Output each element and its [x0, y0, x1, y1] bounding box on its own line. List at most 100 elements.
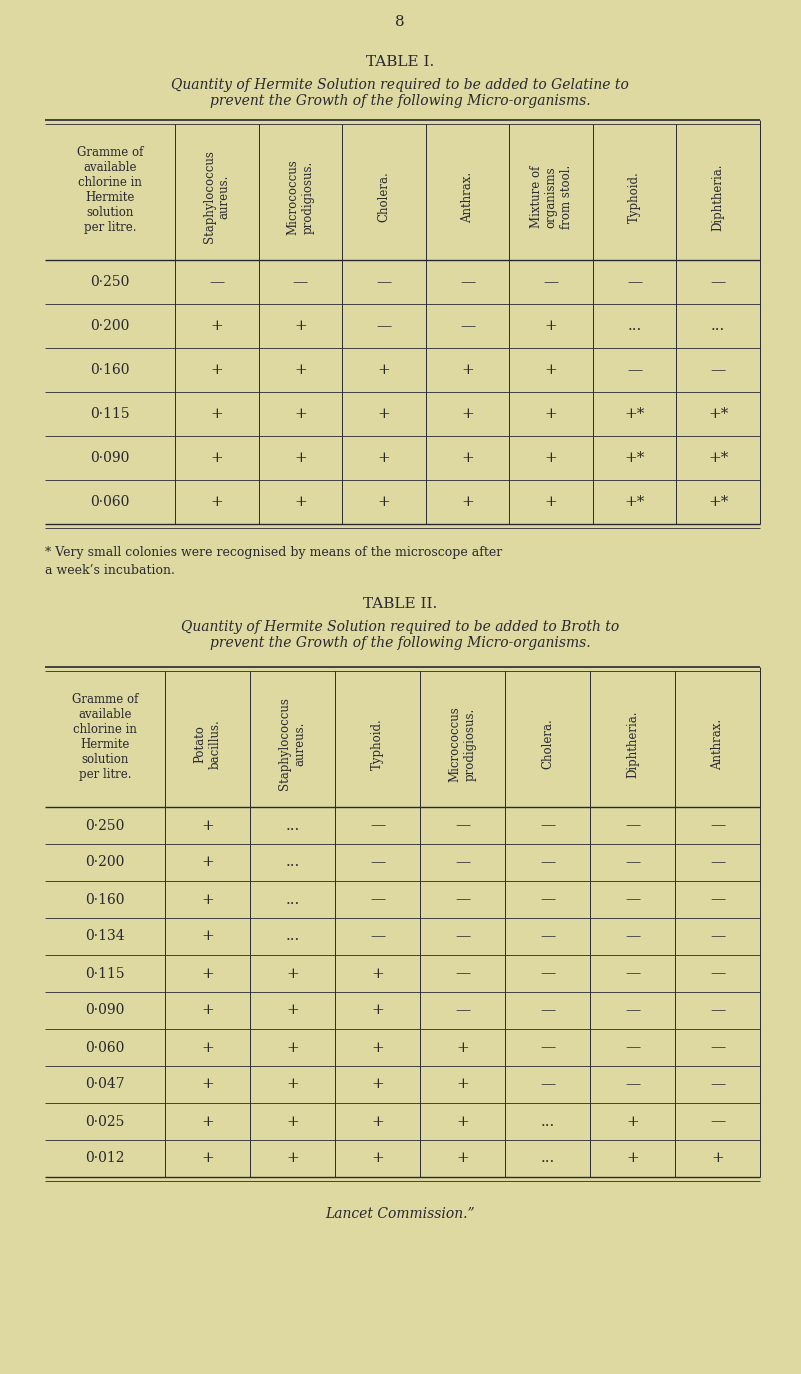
Text: —: — — [625, 1077, 640, 1091]
Text: 0·250: 0·250 — [86, 819, 125, 833]
Text: —: — — [710, 893, 725, 907]
Text: —: — — [625, 856, 640, 870]
Text: +: + — [201, 1077, 214, 1091]
Text: +: + — [456, 1077, 469, 1091]
Text: * Very small colonies were recognised by means of the microscope after: * Very small colonies were recognised by… — [45, 545, 502, 559]
Text: —: — — [625, 893, 640, 907]
Text: +: + — [371, 1003, 384, 1018]
Text: —: — — [710, 856, 725, 870]
Text: +: + — [545, 495, 557, 508]
Text: TABLE II.: TABLE II. — [363, 596, 437, 611]
Text: +: + — [211, 363, 223, 376]
Text: —: — — [540, 929, 555, 944]
Text: 0·090: 0·090 — [91, 451, 130, 464]
Text: +: + — [371, 1151, 384, 1165]
Text: —: — — [455, 929, 470, 944]
Text: —: — — [710, 966, 725, 981]
Text: 8: 8 — [395, 15, 405, 29]
Text: —: — — [710, 1040, 725, 1054]
Text: ...: ... — [285, 929, 300, 944]
Text: +: + — [201, 1151, 214, 1165]
Text: +: + — [294, 451, 307, 464]
Text: +: + — [211, 451, 223, 464]
Text: —: — — [710, 1114, 725, 1128]
Text: +: + — [545, 319, 557, 333]
Text: +: + — [711, 1151, 724, 1165]
Text: Cholera.: Cholera. — [377, 172, 390, 223]
Text: —: — — [710, 363, 726, 376]
Text: 0·012: 0·012 — [85, 1151, 125, 1165]
Text: +: + — [201, 1040, 214, 1054]
Text: +: + — [371, 1114, 384, 1128]
Text: +: + — [294, 495, 307, 508]
Text: —: — — [455, 1003, 470, 1018]
Text: +: + — [456, 1114, 469, 1128]
Text: +: + — [371, 1077, 384, 1091]
Text: Diphtheria.: Diphtheria. — [712, 164, 725, 231]
Text: 0·250: 0·250 — [91, 275, 130, 289]
Text: Typhoid.: Typhoid. — [628, 172, 641, 223]
Text: —: — — [710, 1003, 725, 1018]
Text: 0·115: 0·115 — [85, 966, 125, 981]
Text: +: + — [545, 407, 557, 420]
Text: +*: +* — [625, 407, 645, 420]
Text: 0·025: 0·025 — [86, 1114, 125, 1128]
Text: —: — — [376, 275, 392, 289]
Text: Lancet Commission.”: Lancet Commission.” — [325, 1206, 475, 1221]
Text: —: — — [209, 275, 224, 289]
Text: +*: +* — [708, 451, 728, 464]
Text: ...: ... — [285, 893, 300, 907]
Text: +: + — [377, 451, 390, 464]
Text: —: — — [455, 819, 470, 833]
Text: Typhoid.: Typhoid. — [371, 719, 384, 769]
Text: Micrococcus
prodigiosus.: Micrococcus prodigiosus. — [286, 159, 314, 235]
Text: +: + — [286, 966, 299, 981]
Text: —: — — [460, 319, 475, 333]
Text: +: + — [461, 363, 474, 376]
Text: +*: +* — [708, 495, 728, 508]
Text: Staphylococcus
aureus.: Staphylococcus aureus. — [279, 698, 307, 790]
Text: +: + — [626, 1114, 639, 1128]
Text: +: + — [294, 319, 307, 333]
Text: +: + — [286, 1003, 299, 1018]
Text: —: — — [540, 819, 555, 833]
Text: +: + — [456, 1151, 469, 1165]
Text: ...: ... — [627, 319, 642, 333]
Text: —: — — [627, 275, 642, 289]
Text: TABLE I.: TABLE I. — [366, 55, 434, 69]
Text: ...: ... — [541, 1114, 554, 1128]
Text: Diphtheria.: Diphtheria. — [626, 710, 639, 778]
Text: Anthrax.: Anthrax. — [461, 172, 474, 223]
Text: Micrococcus
prodigiosus.: Micrococcus prodigiosus. — [449, 706, 477, 782]
Text: +: + — [294, 407, 307, 420]
Text: 0·115: 0·115 — [91, 407, 130, 420]
Text: —: — — [460, 275, 475, 289]
Text: —: — — [625, 966, 640, 981]
Text: 0·060: 0·060 — [86, 1040, 125, 1054]
Text: +: + — [201, 856, 214, 870]
Text: —: — — [710, 819, 725, 833]
Text: —: — — [625, 929, 640, 944]
Text: Potato
bacillus.: Potato bacillus. — [194, 719, 222, 769]
Text: Staphylococcus
aureus.: Staphylococcus aureus. — [203, 151, 231, 243]
Text: +: + — [377, 495, 390, 508]
Text: —: — — [540, 966, 555, 981]
Text: ...: ... — [285, 819, 300, 833]
Text: —: — — [370, 929, 385, 944]
Text: 0·200: 0·200 — [86, 856, 125, 870]
Text: +: + — [201, 966, 214, 981]
Text: prevent the Growth of the following Micro-organisms.: prevent the Growth of the following Micr… — [210, 636, 590, 650]
Text: +: + — [461, 495, 474, 508]
Text: —: — — [625, 819, 640, 833]
Text: Quantity of Hermite Solution required to be added to Broth to: Quantity of Hermite Solution required to… — [181, 620, 619, 633]
Text: —: — — [627, 363, 642, 376]
Text: +: + — [545, 363, 557, 376]
Text: —: — — [625, 1003, 640, 1018]
Text: Mixture of
organisms
from stool.: Mixture of organisms from stool. — [529, 165, 573, 229]
Text: +: + — [201, 893, 214, 907]
Text: 0·090: 0·090 — [86, 1003, 125, 1018]
Text: +: + — [286, 1040, 299, 1054]
Text: —: — — [710, 929, 725, 944]
Text: +: + — [286, 1114, 299, 1128]
Text: —: — — [540, 1040, 555, 1054]
